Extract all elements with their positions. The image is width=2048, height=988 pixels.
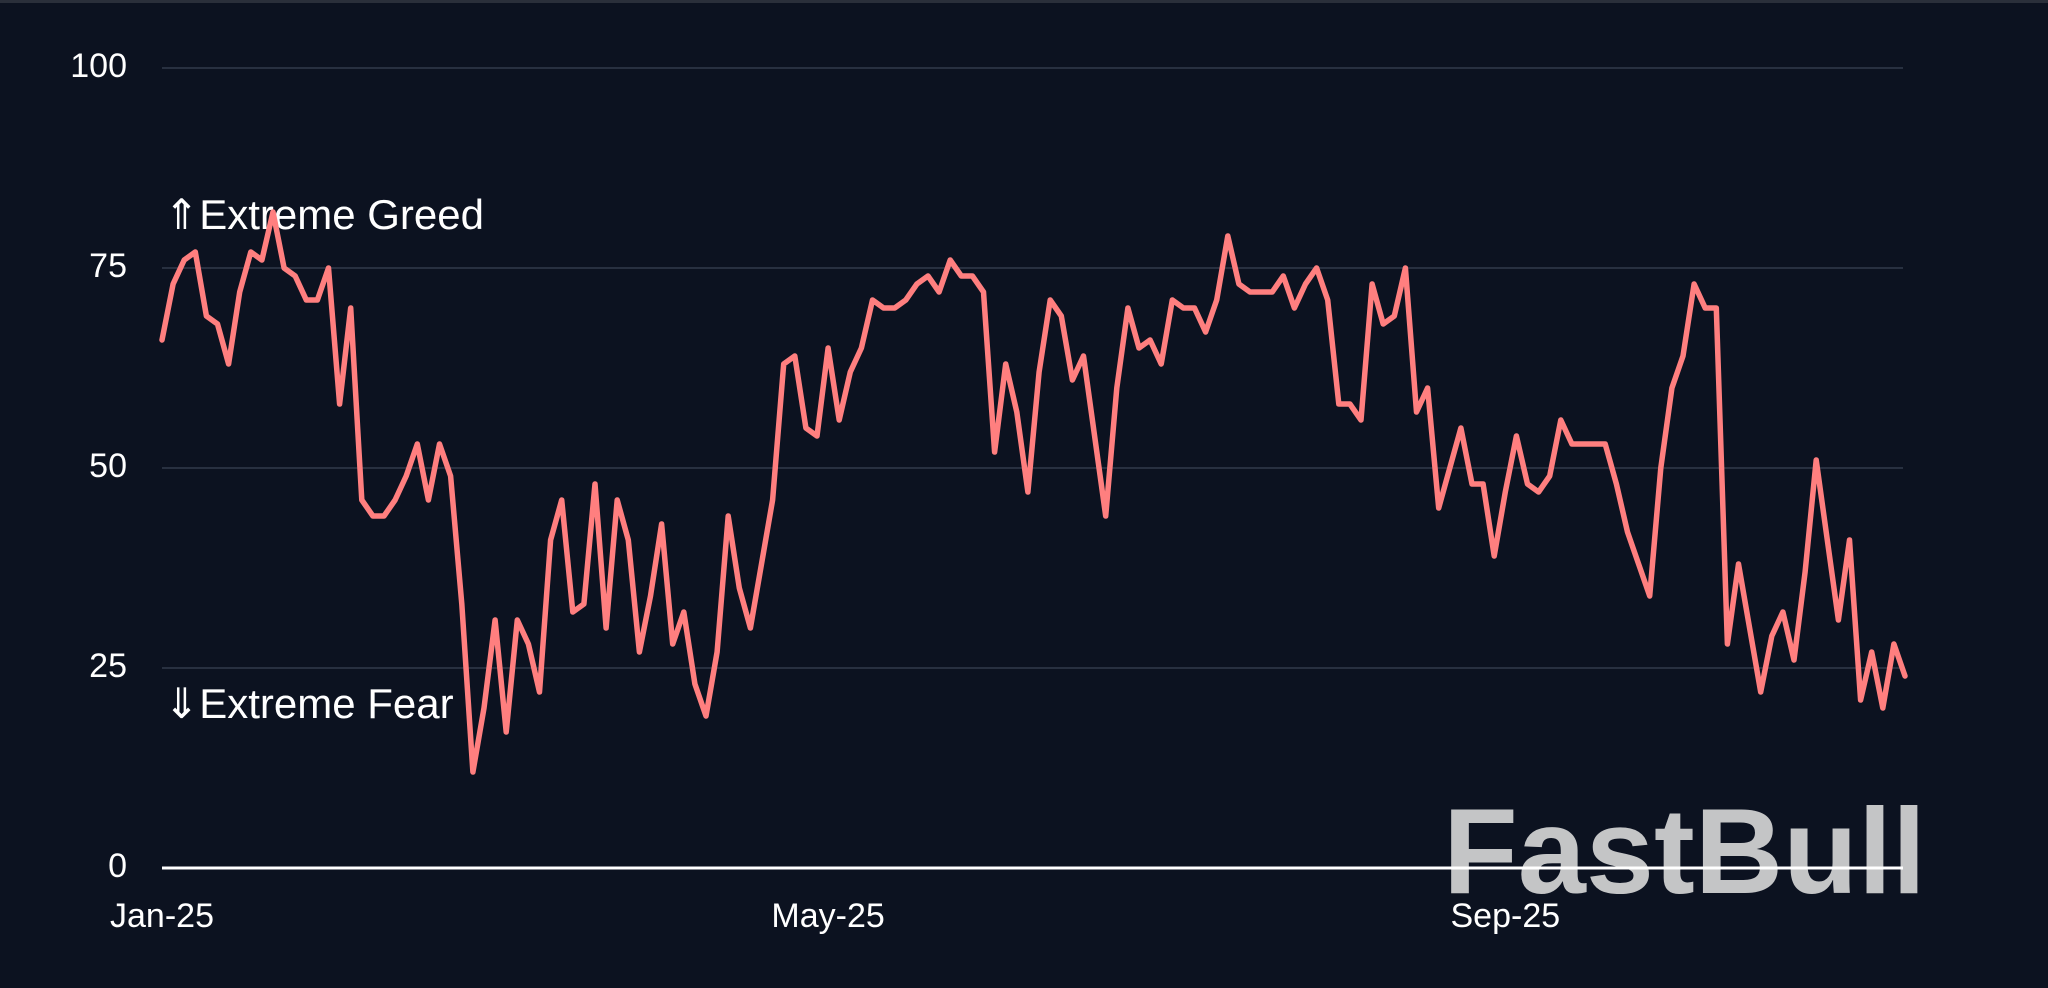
annotation: ⇑Extreme Greed (164, 191, 484, 238)
y-tick-label: 0 (108, 847, 127, 885)
x-tick-label: May-25 (771, 897, 884, 935)
line-series (159, 209, 1908, 775)
y-tick-label: 50 (89, 447, 127, 485)
y-tick-label: 100 (70, 47, 127, 85)
watermark: FastBull (1443, 783, 1926, 919)
annotation: ⇓Extreme Fear (164, 680, 454, 727)
x-tick-label: Jan-25 (110, 897, 214, 935)
y-tick-label: 25 (89, 647, 127, 685)
top-border (0, 0, 2048, 3)
y-tick-label: 75 (89, 247, 127, 285)
x-tick-label: Sep-25 (1451, 897, 1561, 935)
